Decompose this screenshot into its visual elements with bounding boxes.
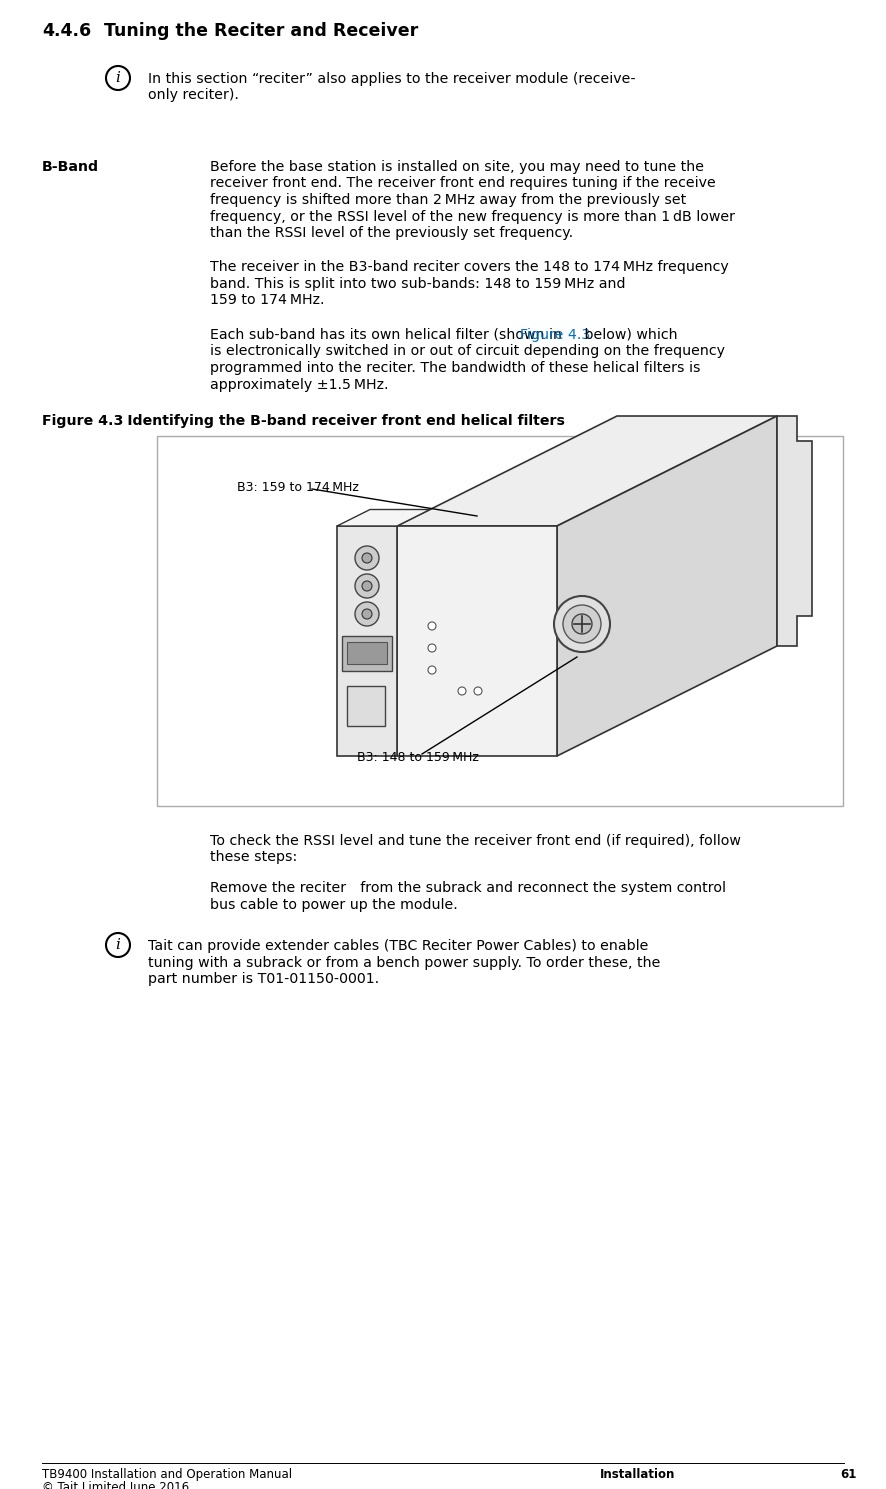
Circle shape	[428, 622, 436, 630]
Polygon shape	[397, 415, 777, 526]
Circle shape	[428, 666, 436, 675]
Text: frequency, or the RSSI level of the new frequency is more than 1 dB lower: frequency, or the RSSI level of the new …	[210, 210, 735, 223]
Circle shape	[572, 613, 592, 634]
Polygon shape	[557, 415, 777, 756]
Circle shape	[428, 645, 436, 652]
Text: part number is T01-01150-0001.: part number is T01-01150-0001.	[148, 972, 379, 986]
Bar	[342, 636, 392, 672]
Bar	[347, 642, 387, 664]
Circle shape	[474, 686, 482, 695]
Circle shape	[362, 552, 372, 563]
Circle shape	[362, 609, 372, 619]
Polygon shape	[337, 526, 397, 756]
Text: The receiver in the B3-band reciter covers the 148 to 174 MHz frequency: The receiver in the B3-band reciter cove…	[210, 261, 729, 274]
Circle shape	[554, 596, 610, 652]
Text: 61: 61	[840, 1468, 857, 1482]
Text: is electronically switched in or out of circuit depending on the frequency: is electronically switched in or out of …	[210, 344, 725, 359]
Text: In this section “reciter” also applies to the receiver module (receive-: In this section “reciter” also applies t…	[148, 71, 635, 86]
Text: TB9400 Installation and Operation Manual: TB9400 Installation and Operation Manual	[42, 1468, 292, 1482]
Text: Identifying the B-band receiver front end helical filters: Identifying the B-band receiver front en…	[103, 414, 564, 427]
Text: frequency is shifted more than 2 MHz away from the previously set: frequency is shifted more than 2 MHz awa…	[210, 194, 687, 207]
Circle shape	[355, 602, 379, 625]
Text: programmed into the reciter. The bandwidth of these helical filters is: programmed into the reciter. The bandwid…	[210, 360, 701, 375]
Text: © Tait Limited June 2016: © Tait Limited June 2016	[42, 1482, 189, 1489]
Text: 4.4.6: 4.4.6	[42, 22, 91, 40]
Text: these steps:: these steps:	[210, 850, 297, 865]
Polygon shape	[777, 415, 812, 646]
Text: Each sub-band has its own helical filter (shown in: Each sub-band has its own helical filter…	[210, 328, 566, 342]
Text: approximately ±1.5 MHz.: approximately ±1.5 MHz.	[210, 378, 388, 392]
Text: band. This is split into two sub-bands: 148 to 159 MHz and: band. This is split into two sub-bands: …	[210, 277, 626, 290]
Text: Tait can provide extender cables (TBC Reciter Power Cables) to enable: Tait can provide extender cables (TBC Re…	[148, 940, 649, 953]
Text: Figure 4.3: Figure 4.3	[519, 328, 590, 342]
Text: B-Band: B-Band	[42, 159, 99, 174]
Text: Before the base station is installed on site, you may need to tune the: Before the base station is installed on …	[210, 159, 704, 174]
Text: than the RSSI level of the previously set frequency.: than the RSSI level of the previously se…	[210, 226, 573, 240]
Text: 159 to 174 MHz.: 159 to 174 MHz.	[210, 293, 324, 308]
Text: To check the RSSI level and tune the receiver front end (if required), follow: To check the RSSI level and tune the rec…	[210, 834, 741, 849]
Circle shape	[355, 573, 379, 599]
Text: Tuning the Reciter and Receiver: Tuning the Reciter and Receiver	[104, 22, 418, 40]
Text: i: i	[115, 938, 120, 951]
Text: Figure 4.3: Figure 4.3	[42, 414, 123, 427]
Text: i: i	[115, 71, 120, 85]
Text: tuning with a subrack or from a bench power supply. To order these, the: tuning with a subrack or from a bench po…	[148, 956, 660, 969]
Text: B3: 148 to 159 MHz: B3: 148 to 159 MHz	[357, 750, 478, 764]
Text: only reciter).: only reciter).	[148, 88, 239, 103]
Text: B3: 159 to 174 MHz: B3: 159 to 174 MHz	[237, 481, 359, 494]
Text: below) which: below) which	[580, 328, 678, 342]
Polygon shape	[397, 526, 557, 756]
Text: Remove the reciter from the subrack and reconnect the system control: Remove the reciter from the subrack and …	[210, 881, 726, 895]
Bar	[157, 436, 843, 806]
Circle shape	[362, 581, 372, 591]
Text: Installation: Installation	[600, 1468, 675, 1482]
Polygon shape	[337, 509, 430, 526]
Text: bus cable to power up the module.: bus cable to power up the module.	[210, 898, 458, 911]
Bar	[347, 686, 385, 727]
Circle shape	[355, 546, 379, 570]
Circle shape	[458, 686, 466, 695]
Text: receiver front end. The receiver front end requires tuning if the receive: receiver front end. The receiver front e…	[210, 177, 716, 191]
Circle shape	[563, 605, 601, 643]
